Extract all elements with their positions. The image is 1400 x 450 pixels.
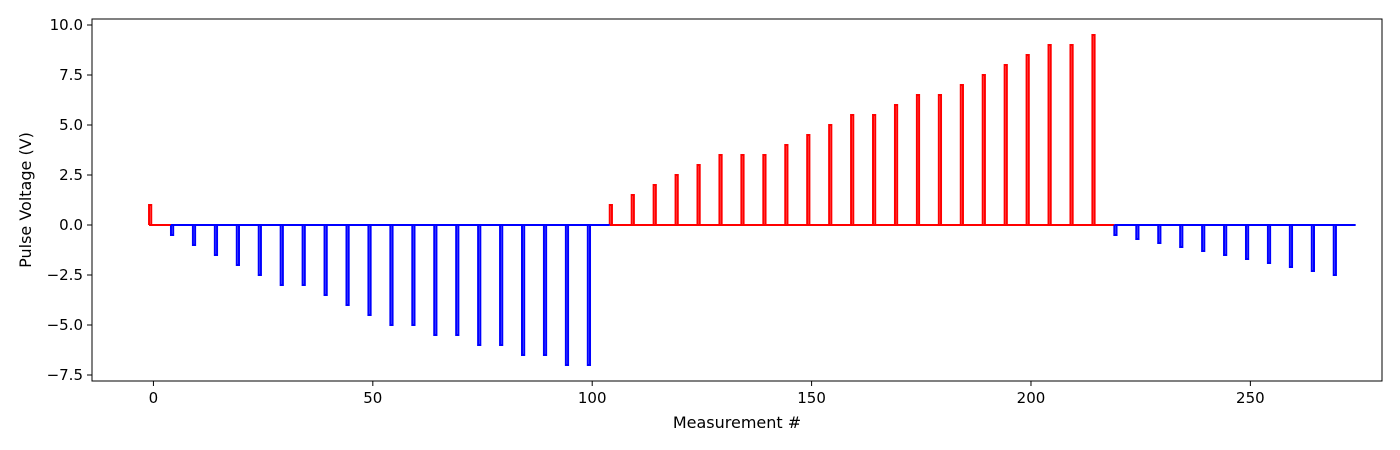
pulse-mark [740,154,745,225]
pulse-mark [652,184,657,225]
pulse-mark [1266,225,1272,264]
pulse-mark [367,225,372,316]
x-tick-label: 100 [578,389,607,407]
pulse-mark [389,225,394,326]
pulse-mark [564,225,570,366]
pulse-mark [257,225,262,276]
pulse-mark [499,225,504,346]
pulse-mark [1135,225,1140,240]
pulse-mark [762,154,767,225]
pulse-mark [191,225,197,246]
pulse-mark [586,225,592,366]
y-axis-label: Pulse Voltage (V) [16,132,35,268]
pulse-mark [1223,225,1228,256]
y-tick-label: 0.0 [59,216,83,234]
pulse-mark [1047,44,1052,225]
pulse-mark [696,164,701,225]
pulse-mark [674,174,679,225]
pulse-mark [1310,225,1315,272]
pulse-mark [784,144,789,225]
pulse-mark [1091,34,1096,225]
pulse-mark [937,94,943,225]
pulse-mark [718,154,723,225]
pulse-mark [148,204,153,225]
pulse-mark [959,84,964,225]
pulse-mark [1244,225,1250,260]
pulse-mark [477,225,482,346]
y-axis: −7.5 −5.0 −2.5 0.0 2.5 5.0 7.5 10.0 [47,16,92,384]
pulse-mark [1201,225,1206,252]
pulse-mark [169,225,175,236]
pulse-mark [301,225,306,286]
pulse-mark [1179,225,1184,248]
x-tick-label: 150 [797,389,826,407]
x-axis: 0 50 100 150 200 250 [149,381,1265,407]
pulse-mark [455,225,460,336]
x-tick-label: 50 [363,389,382,407]
pulse-mark [1003,64,1008,225]
y-tick-label: −5.0 [47,316,83,334]
plot-area [148,34,1356,366]
y-tick-label: 7.5 [59,66,83,84]
y-tick-label: 10.0 [50,16,83,34]
pulse-mark [1332,225,1337,276]
x-axis-label: Measurement # [673,413,801,432]
pulse-mark [411,225,416,326]
x-tick-label: 0 [149,389,159,407]
x-tick-label: 250 [1236,389,1265,407]
y-tick-label: 5.0 [59,116,83,134]
pulse-mark [872,114,877,225]
pulse-mark [1025,54,1030,225]
series-0 [148,34,1115,226]
pulse-mark [893,104,899,225]
y-tick-label: −2.5 [47,266,83,284]
x-tick-label: 200 [1017,389,1046,407]
series-1 [169,224,1356,366]
pulse-mark [1288,225,1294,268]
pulse-mark [213,225,219,256]
pulse-mark [1113,225,1118,236]
pulse-mark [1157,225,1162,244]
pulse-mark [542,225,548,356]
pulse-mark [345,225,350,306]
y-tick-label: −7.5 [47,366,83,384]
pulse-mark [608,204,613,225]
pulse-mark [433,225,438,336]
axes-frame [91,18,1383,382]
pulse-mark [1069,44,1074,225]
pulse-mark [279,225,284,286]
pulse-mark [806,134,811,225]
pulse-mark [828,124,833,225]
pulse-mark [235,225,240,266]
pulse-mark [630,194,635,225]
pulse-mark [521,225,526,356]
pulse-mark [915,94,921,225]
pulse-mark [981,74,986,225]
pulse-mark [850,114,855,225]
pulse-mark [323,225,328,296]
y-tick-label: 2.5 [59,166,83,184]
